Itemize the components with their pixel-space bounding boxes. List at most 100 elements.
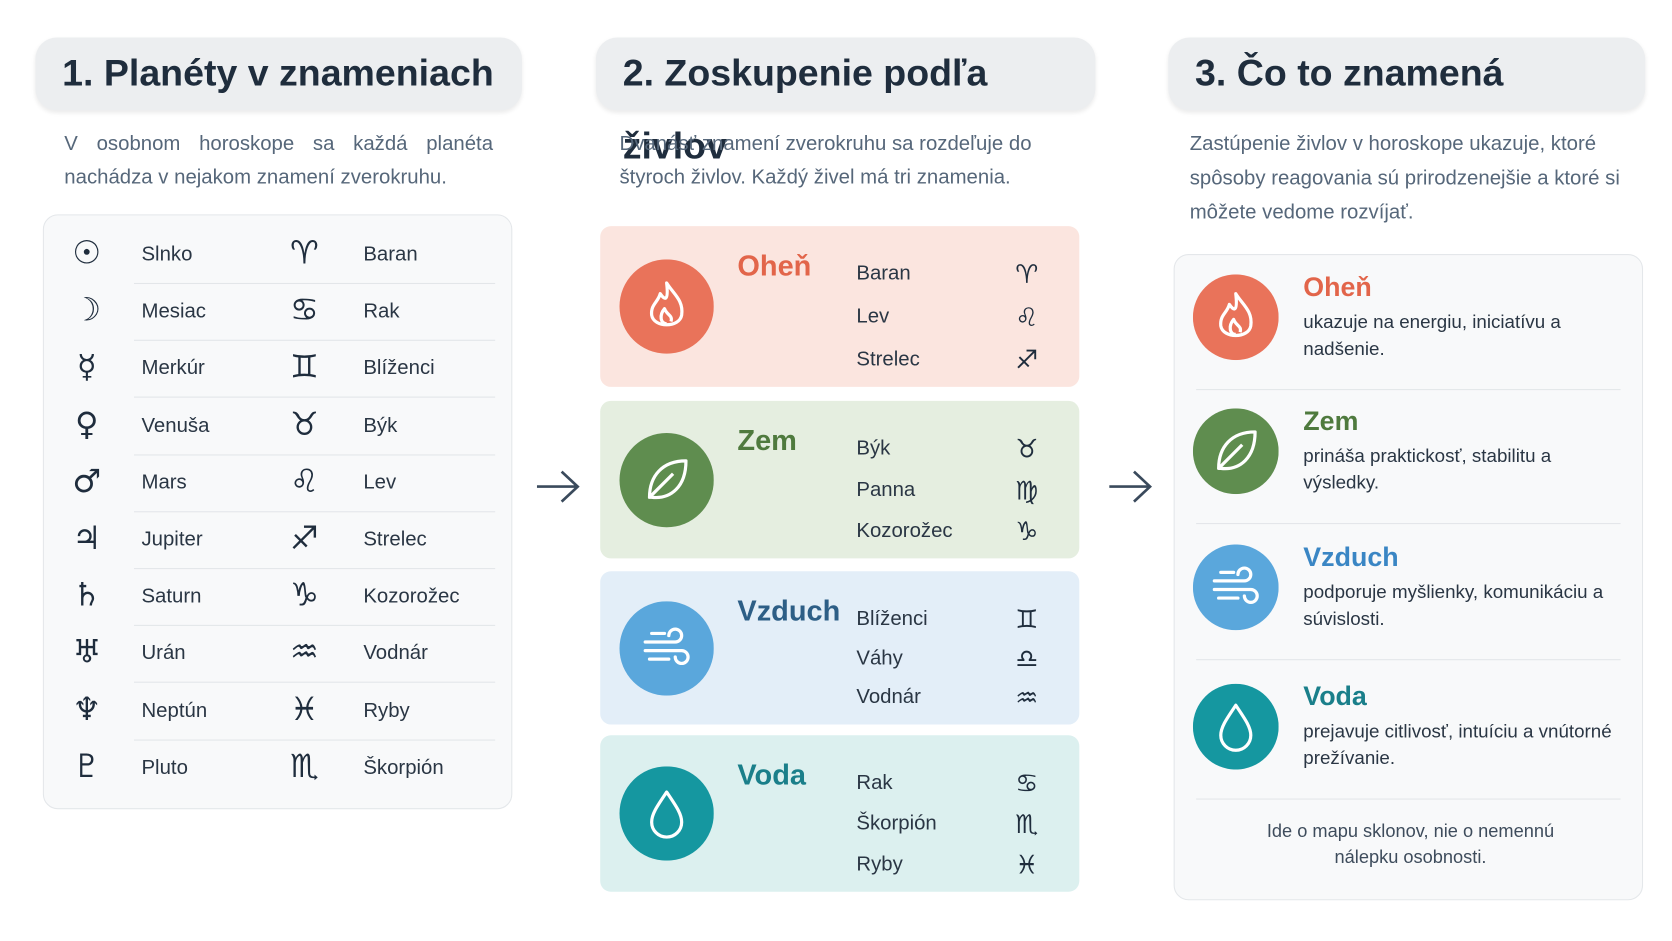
sign-name: Blíženci xyxy=(856,607,928,631)
element-icon xyxy=(619,766,714,861)
planet-symbol: ♆ xyxy=(72,690,102,729)
note: Ide o mapu sklonov, nie o nemennú nálepk… xyxy=(1266,820,1555,868)
element-icon xyxy=(619,432,714,527)
element-name: Voda xyxy=(1303,681,1367,712)
element-name: Oheň xyxy=(1303,272,1372,303)
row-separator xyxy=(133,454,496,456)
sign-name: Strelec xyxy=(363,528,427,551)
sign-symbol: ♈ xyxy=(289,234,319,273)
planet-name: Venuša xyxy=(141,414,210,437)
row-separator xyxy=(1196,659,1621,661)
sign-symbol: ♍ xyxy=(1015,475,1039,506)
sign-symbol: ♌ xyxy=(1015,302,1039,333)
sign-symbol: ♓ xyxy=(1015,849,1039,880)
sign-symbol: ♌ xyxy=(289,462,319,501)
planet-symbol: ♀ xyxy=(75,405,99,444)
sign-name: Váhy xyxy=(856,646,903,670)
element-meaning: prejavuje citlivosť, intuíciu a vnútorné… xyxy=(1303,720,1612,769)
sign-name: Kozorožec xyxy=(856,519,953,543)
planet-name: Saturn xyxy=(141,585,202,608)
arrow xyxy=(1109,470,1153,503)
row-separator xyxy=(133,739,496,741)
sign-symbol: ♉ xyxy=(289,405,319,444)
sign-name: Rak xyxy=(363,300,400,323)
element-icon xyxy=(619,259,714,354)
sign-symbol: ♑ xyxy=(289,576,319,615)
sign-symbol: ♐ xyxy=(289,519,319,558)
planet-symbol: ☉ xyxy=(72,234,102,273)
planet-symbol: ♄ xyxy=(72,576,102,615)
sign-name: Kozorožec xyxy=(363,585,460,608)
panel-title: 1. Planéty v znameniach xyxy=(35,37,522,111)
element-name: Zem xyxy=(737,424,797,457)
row-separator xyxy=(1196,389,1621,391)
sign-symbol: ♉ xyxy=(1015,434,1039,465)
element-meaning: ukazuje na energiu, iniciatívu a nadšeni… xyxy=(1303,310,1561,360)
element-icon xyxy=(619,600,714,696)
planet-symbol: ☽ xyxy=(72,291,102,330)
panel-description: Zastúpenie živlov v horoskope ukazuje, k… xyxy=(1189,132,1620,225)
sign-name: Lev xyxy=(363,471,397,494)
planet-symbol: ♇ xyxy=(72,747,102,786)
element-name: Voda xyxy=(737,758,807,791)
panel-title: 3. Čo to znamená xyxy=(1168,37,1646,111)
sign-name: Vodnár xyxy=(856,685,921,709)
panel-title: 2. Zoskupenie podľa živlov xyxy=(595,37,1096,167)
planet-symbol: ♂ xyxy=(72,462,102,501)
row-separator xyxy=(133,396,496,399)
element-name: Oheň xyxy=(737,249,812,282)
planet-name: Pluto xyxy=(141,756,188,779)
sign-symbol: ♊ xyxy=(1015,604,1039,635)
panel-description: V osobnom horoskope sa každá planéta nac… xyxy=(64,132,494,189)
sign-symbol: ♑ xyxy=(1015,516,1039,547)
element-name: Vzduch xyxy=(737,594,841,628)
planet-name: Neptún xyxy=(141,699,208,722)
element-icon xyxy=(1192,408,1279,495)
sign-name: Blíženci xyxy=(363,357,435,380)
sign-name: Ryby xyxy=(363,699,410,722)
sign-name: Panna xyxy=(856,478,916,502)
panel-description: Dvanásť znamení zverokruhu sa rozdeľuje … xyxy=(619,132,1032,189)
sign-name: Škorpión xyxy=(856,812,937,835)
element-icon xyxy=(1192,274,1279,361)
sign-name: Býk xyxy=(856,437,891,460)
sign-symbol: ♈ xyxy=(1015,259,1039,290)
row-separator xyxy=(1196,523,1621,525)
sign-name: Ryby xyxy=(856,853,903,876)
row-separator xyxy=(133,339,496,342)
sign-symbol: ♋ xyxy=(1015,768,1039,799)
sign-name: Rak xyxy=(856,771,893,795)
planet-name: Mars xyxy=(141,471,187,494)
sign-symbol: ♒ xyxy=(289,633,319,672)
element-name: Zem xyxy=(1303,406,1359,437)
sign-symbol: ♐ xyxy=(1015,345,1039,376)
row-separator xyxy=(133,282,496,285)
row-separator xyxy=(1196,798,1621,800)
element-meaning: prináša praktickosť, stabilitu a výsledk… xyxy=(1303,444,1552,494)
sign-name: Vodnár xyxy=(363,642,428,665)
sign-symbol: ♒ xyxy=(1015,682,1039,713)
sign-name: Škorpión xyxy=(363,756,444,779)
planet-symbol: ♃ xyxy=(72,519,102,558)
row-separator xyxy=(133,511,496,513)
row-separator xyxy=(133,625,496,627)
planet-symbol: ☿ xyxy=(76,348,97,387)
sign-symbol: ♎ xyxy=(1015,643,1039,674)
sign-symbol: ♊ xyxy=(289,348,319,387)
planet-symbol: ♅ xyxy=(72,633,102,672)
element-icon xyxy=(1192,544,1279,631)
element-meaning: podporuje myšlienky, komunikáciu a súvis… xyxy=(1303,580,1604,630)
arrow xyxy=(536,470,580,503)
row-separator xyxy=(133,568,496,570)
planet-name: Merkúr xyxy=(141,357,205,380)
element-icon xyxy=(1192,683,1279,770)
sign-name: Strelec xyxy=(856,348,920,371)
planet-name: Jupiter xyxy=(141,528,203,551)
planet-name: Urán xyxy=(141,642,186,665)
planet-name: Slnko xyxy=(141,243,193,266)
sign-name: Baran xyxy=(856,262,911,286)
sign-symbol: ♏ xyxy=(289,747,319,786)
element-name: Vzduch xyxy=(1303,542,1399,573)
sign-symbol: ♋ xyxy=(289,291,319,330)
